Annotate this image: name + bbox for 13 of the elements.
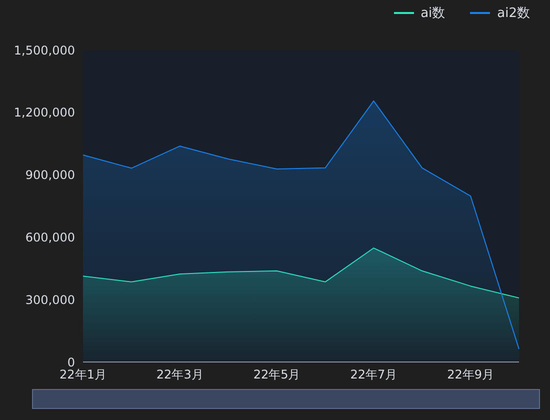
y-tick-label: 300,000 bbox=[25, 292, 75, 307]
y-tick-label: 1,200,000 bbox=[14, 106, 75, 120]
y-tick-label: 900,000 bbox=[25, 168, 75, 182]
y-tick-label: 600,000 bbox=[25, 230, 75, 244]
y-tick-label: 1,500,000 bbox=[14, 43, 75, 58]
x-tick-label: 22年9月 bbox=[447, 368, 494, 382]
x-tick-label: 22年7月 bbox=[350, 368, 398, 382]
legend-label: ai数 bbox=[420, 5, 446, 22]
x-tick-label: 22年3月 bbox=[156, 368, 204, 382]
x-tick-label: 22年5月 bbox=[253, 368, 300, 382]
legend-label: ai2数 bbox=[497, 5, 530, 22]
y-tick-label: 0 bbox=[67, 355, 75, 370]
x-tick-label: 22年1月 bbox=[60, 368, 106, 382]
